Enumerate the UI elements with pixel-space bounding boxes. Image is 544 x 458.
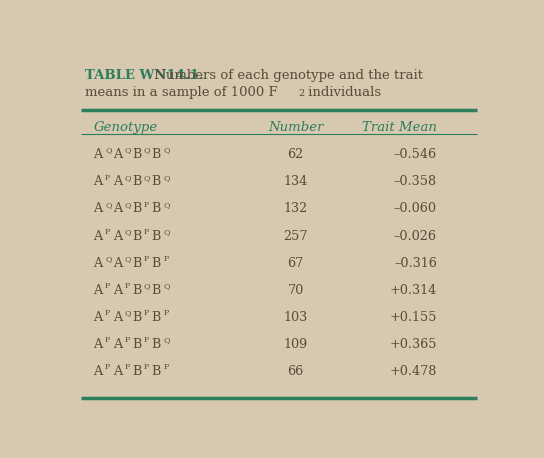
Text: B: B bbox=[132, 284, 141, 297]
Text: 134: 134 bbox=[283, 175, 308, 188]
Text: B: B bbox=[151, 229, 160, 243]
Text: Q: Q bbox=[125, 201, 131, 209]
Text: P: P bbox=[163, 363, 169, 371]
Text: individuals: individuals bbox=[304, 86, 381, 99]
Text: B: B bbox=[151, 175, 160, 188]
Text: +0.478: +0.478 bbox=[390, 365, 437, 378]
Text: B: B bbox=[151, 365, 160, 378]
Text: Q: Q bbox=[144, 282, 150, 290]
Text: P: P bbox=[144, 309, 149, 317]
Text: B: B bbox=[151, 338, 160, 351]
Text: B: B bbox=[132, 365, 141, 378]
Text: Q: Q bbox=[163, 147, 170, 155]
Text: –0.546: –0.546 bbox=[394, 148, 437, 161]
Text: A: A bbox=[94, 148, 103, 161]
Text: Q: Q bbox=[163, 228, 170, 236]
Text: P: P bbox=[125, 363, 130, 371]
Text: A: A bbox=[113, 175, 122, 188]
Text: B: B bbox=[132, 202, 141, 216]
Text: A: A bbox=[94, 175, 103, 188]
Text: B: B bbox=[132, 229, 141, 243]
Text: P: P bbox=[144, 255, 149, 263]
Text: A: A bbox=[113, 284, 122, 297]
Text: B: B bbox=[132, 311, 141, 324]
Text: +0.155: +0.155 bbox=[390, 311, 437, 324]
Text: 70: 70 bbox=[288, 284, 304, 297]
Text: P: P bbox=[105, 363, 110, 371]
Text: P: P bbox=[105, 228, 110, 236]
Text: Genotype: Genotype bbox=[94, 121, 158, 134]
Text: P: P bbox=[105, 174, 110, 182]
Text: P: P bbox=[105, 282, 110, 290]
Text: means in a sample of 1000 F: means in a sample of 1000 F bbox=[85, 86, 277, 99]
Text: A: A bbox=[113, 365, 122, 378]
Text: Q: Q bbox=[125, 147, 131, 155]
Text: A: A bbox=[94, 229, 103, 243]
Text: 66: 66 bbox=[288, 365, 304, 378]
Text: +0.314: +0.314 bbox=[390, 284, 437, 297]
Text: Q: Q bbox=[125, 255, 131, 263]
Text: A: A bbox=[113, 256, 122, 270]
Text: Q: Q bbox=[144, 147, 150, 155]
Text: P: P bbox=[125, 336, 130, 344]
Text: B: B bbox=[151, 311, 160, 324]
Text: 109: 109 bbox=[283, 338, 308, 351]
Text: Q: Q bbox=[105, 147, 112, 155]
Text: P: P bbox=[144, 201, 149, 209]
Text: B: B bbox=[151, 202, 160, 216]
Text: A: A bbox=[113, 311, 122, 324]
Text: P: P bbox=[105, 336, 110, 344]
Text: +0.365: +0.365 bbox=[390, 338, 437, 351]
Text: A: A bbox=[94, 365, 103, 378]
Text: Number: Number bbox=[268, 121, 324, 134]
Text: P: P bbox=[163, 309, 169, 317]
Text: Q: Q bbox=[163, 282, 170, 290]
Text: P: P bbox=[144, 363, 149, 371]
Text: Q: Q bbox=[163, 336, 170, 344]
Text: B: B bbox=[132, 256, 141, 270]
Text: Q: Q bbox=[163, 174, 170, 182]
Text: A: A bbox=[94, 202, 103, 216]
Text: –0.316: –0.316 bbox=[394, 256, 437, 270]
Text: Q: Q bbox=[125, 309, 131, 317]
Text: A: A bbox=[113, 148, 122, 161]
Text: 67: 67 bbox=[288, 256, 304, 270]
Text: Q: Q bbox=[144, 174, 150, 182]
Text: Q: Q bbox=[125, 174, 131, 182]
Text: 2: 2 bbox=[299, 89, 305, 98]
Text: P: P bbox=[144, 336, 149, 344]
Text: –0.026: –0.026 bbox=[394, 229, 437, 243]
Text: A: A bbox=[94, 338, 103, 351]
Text: B: B bbox=[151, 284, 160, 297]
Text: 103: 103 bbox=[283, 311, 308, 324]
Text: A: A bbox=[113, 202, 122, 216]
Text: B: B bbox=[132, 148, 141, 161]
Text: Q: Q bbox=[105, 201, 112, 209]
Text: A: A bbox=[94, 311, 103, 324]
Text: Q: Q bbox=[105, 255, 112, 263]
Text: Q: Q bbox=[125, 228, 131, 236]
Text: Numbers of each genotype and the trait: Numbers of each genotype and the trait bbox=[150, 69, 423, 82]
Text: B: B bbox=[132, 175, 141, 188]
Text: P: P bbox=[144, 228, 149, 236]
Text: B: B bbox=[132, 338, 141, 351]
Text: 132: 132 bbox=[283, 202, 308, 216]
Text: TABLE WN14.1.: TABLE WN14.1. bbox=[85, 69, 203, 82]
Text: A: A bbox=[94, 284, 103, 297]
Text: P: P bbox=[125, 282, 130, 290]
Text: P: P bbox=[163, 255, 169, 263]
Text: Trait Mean: Trait Mean bbox=[362, 121, 437, 134]
Text: A: A bbox=[113, 229, 122, 243]
Text: –0.358: –0.358 bbox=[394, 175, 437, 188]
Text: –0.060: –0.060 bbox=[394, 202, 437, 216]
Text: B: B bbox=[151, 148, 160, 161]
Text: A: A bbox=[94, 256, 103, 270]
Text: 62: 62 bbox=[288, 148, 304, 161]
Text: P: P bbox=[105, 309, 110, 317]
Text: B: B bbox=[151, 256, 160, 270]
Text: 257: 257 bbox=[283, 229, 308, 243]
Text: A: A bbox=[113, 338, 122, 351]
Text: Q: Q bbox=[163, 201, 170, 209]
